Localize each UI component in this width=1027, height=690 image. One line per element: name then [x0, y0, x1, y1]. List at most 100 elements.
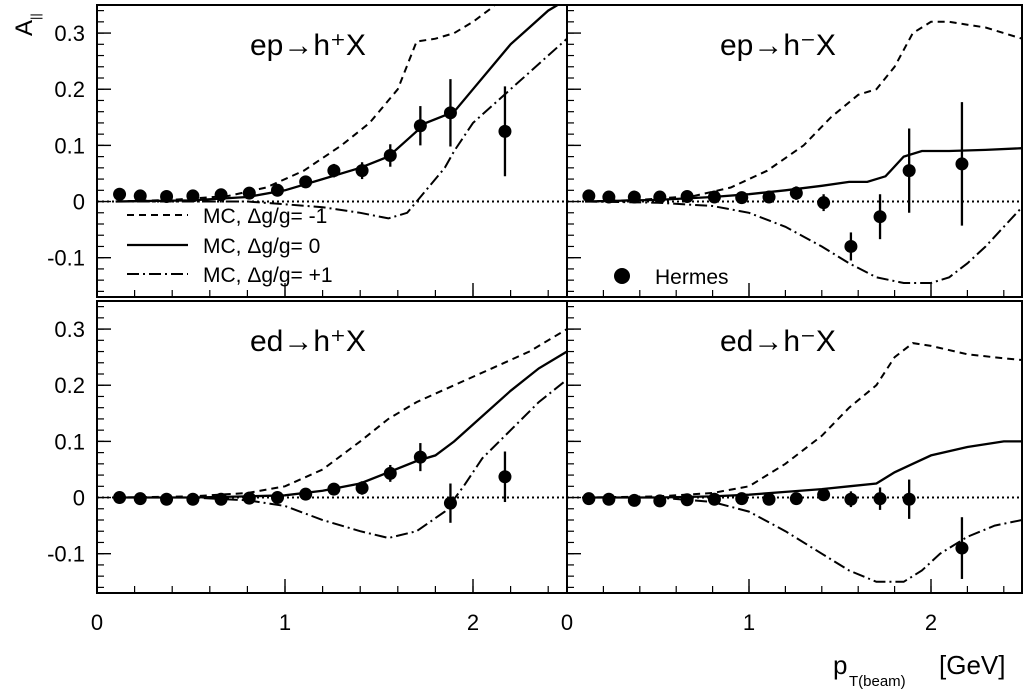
data-point [844, 239, 858, 253]
data-point [602, 190, 616, 204]
data-point [653, 494, 667, 508]
data-point [383, 148, 397, 162]
data-point [789, 186, 803, 200]
data-point [707, 492, 721, 506]
data-point [327, 482, 341, 496]
y-tick-label: 0.3 [54, 317, 85, 342]
x-tick-label: 2 [925, 610, 937, 635]
y-tick-label: 0.2 [54, 77, 85, 102]
data-point [133, 492, 147, 506]
series-line-dashed [585, 20, 1022, 203]
data-point [186, 492, 200, 506]
y-tick-label: 0 [73, 486, 85, 511]
x-axis-label: p [833, 650, 847, 680]
legend-hermes-label: Hermes [655, 266, 729, 289]
y-tick-label: 0.3 [54, 21, 85, 46]
data-point [653, 190, 667, 204]
data-point [413, 119, 427, 133]
data-point [355, 481, 369, 495]
series-line-dashed [115, 5, 496, 203]
x-axis-label-unit: [GeV] [939, 650, 1005, 680]
x-tick-label: 2 [467, 610, 479, 635]
data-point [817, 196, 831, 210]
data-point [762, 190, 776, 204]
data-point [242, 186, 256, 200]
y-axis-label-subscript: || [28, 13, 43, 20]
data-point [270, 183, 284, 197]
data-point [873, 492, 887, 506]
data-point [602, 492, 616, 506]
series-line-dashdot [115, 37, 567, 220]
data-point [383, 466, 397, 480]
data-point [902, 492, 916, 506]
data-point [413, 450, 427, 464]
series-line-solid [115, 5, 560, 203]
y-axis-label: A [11, 20, 38, 36]
data-point [735, 191, 749, 205]
series-line-dashdot [115, 378, 567, 540]
data-point [498, 124, 512, 138]
plot-area [582, 342, 1022, 583]
series-line-dashdot [585, 496, 1022, 583]
legend: MC, Δg/g= -1 MC, Δg/g= 0 MC, Δg/g= +1 He… [127, 205, 729, 289]
y-tick-label: 0 [73, 190, 85, 215]
y-tick-label: 0.1 [54, 429, 85, 454]
x-tick-label: 0 [561, 610, 573, 635]
panel-frame [566, 4, 1023, 298]
panel-title: ed→h⁻X [720, 325, 836, 358]
legend-mc-zero-label: MC, Δg/g= 0 [203, 235, 320, 258]
panel-frame [566, 300, 1023, 594]
series-line-dashed [585, 342, 1022, 499]
panel-title: ep→h⁺X [250, 29, 366, 62]
panel-title: ep→h⁻X [720, 29, 836, 62]
data-point [133, 189, 147, 203]
plot-area [113, 328, 567, 540]
data-point [242, 491, 256, 505]
data-point [443, 106, 457, 120]
series-line-solid [585, 147, 1022, 203]
data-point [627, 190, 641, 204]
data-point [844, 492, 858, 506]
data-point [789, 492, 803, 506]
data-point [582, 189, 596, 203]
data-point [627, 493, 641, 507]
data-point [873, 210, 887, 224]
legend-mc-minus1-label: MC, Δg/g= -1 [203, 205, 327, 228]
data-point [270, 491, 284, 505]
data-point [955, 541, 969, 555]
series-line-dashed [115, 328, 567, 499]
data-point [955, 157, 969, 171]
y-tick-label: -0.1 [47, 542, 85, 567]
panel-2: ep→h⁻X [566, 4, 1023, 298]
plot-area [582, 20, 1022, 284]
data-point [680, 189, 694, 203]
y-axis-title: A || [11, 13, 43, 36]
legend-mc-plus1-label: MC, Δg/g= +1 [203, 264, 333, 287]
x-axis-label-subscript: T(beam) [849, 673, 906, 690]
panel-4: ed→h⁻X 0 1 2 [561, 300, 1023, 635]
plot-area [113, 5, 567, 220]
data-point [498, 470, 512, 484]
data-point [214, 492, 228, 506]
data-point [443, 496, 457, 510]
x-tick-label: 1 [743, 610, 755, 635]
y-tick-label: -0.1 [47, 246, 85, 271]
data-point [680, 493, 694, 507]
data-point [299, 487, 313, 501]
data-point [735, 492, 749, 506]
panel-title: ed→h⁺X [250, 325, 366, 358]
data-point [186, 189, 200, 203]
panels: ep→h⁺X -0.1 0 0.1 0.2 0.3 ep→h⁻X ed→h⁺X -0.1 0 0.1… [47, 4, 1023, 635]
data-point [355, 164, 369, 178]
data-point [902, 164, 916, 178]
data-point [327, 164, 341, 178]
x-axis-title: p T(beam) [GeV] [833, 650, 1005, 690]
data-point [113, 491, 127, 505]
x-tick-label: 0 [91, 610, 103, 635]
y-tick-label: 0.1 [54, 133, 85, 158]
data-point [160, 492, 174, 506]
legend-hermes-marker [614, 268, 630, 284]
data-point [299, 175, 313, 189]
data-point [582, 492, 596, 506]
